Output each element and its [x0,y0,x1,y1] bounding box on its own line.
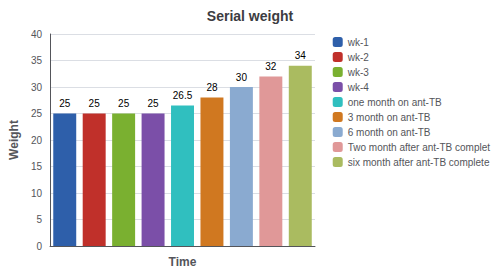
svg-text:3 month on ant-TB: 3 month on ant-TB [348,112,431,123]
svg-text:wk-3: wk-3 [347,67,370,78]
svg-text:Weight: Weight [7,120,21,160]
svg-text:wk-2: wk-2 [347,52,370,63]
svg-text:wk-1: wk-1 [347,37,370,48]
svg-text:30: 30 [31,82,43,93]
svg-text:30: 30 [236,72,248,83]
svg-text:0: 0 [36,241,42,252]
svg-text:25: 25 [31,108,43,119]
svg-text:5: 5 [36,214,42,225]
svg-text:35: 35 [31,55,43,66]
svg-text:25: 25 [148,98,160,109]
svg-text:32: 32 [265,61,277,72]
svg-text:wk-4: wk-4 [347,82,370,93]
svg-text:40: 40 [31,29,43,40]
svg-text:28: 28 [206,82,218,93]
svg-text:one month on ant-TB: one month on ant-TB [348,97,442,108]
svg-text:6 month on ant-TB: 6 month on ant-TB [348,127,431,138]
svg-text:26.5: 26.5 [173,90,193,101]
svg-text:25: 25 [118,98,130,109]
svg-text:10: 10 [31,188,43,199]
svg-text:15: 15 [31,161,43,172]
svg-text:Serial weight: Serial weight [207,8,294,24]
svg-text:34: 34 [295,50,307,61]
svg-text:25: 25 [89,98,101,109]
svg-text:six month after ant-TB complet: six month after ant-TB complete [348,157,490,168]
svg-text:Time: Time [169,255,197,269]
svg-text:20: 20 [31,135,43,146]
svg-text:25: 25 [59,98,71,109]
svg-text:Two month after ant-TB complet: Two month after ant-TB complet [348,142,491,153]
